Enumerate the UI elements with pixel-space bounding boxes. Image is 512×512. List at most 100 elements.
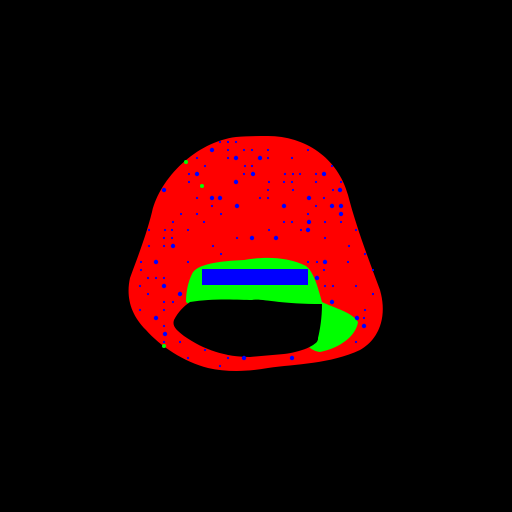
speckle-dot xyxy=(138,308,142,312)
speckle-dot xyxy=(147,228,151,232)
speckle-dot xyxy=(243,164,247,168)
speckle-dot xyxy=(162,308,166,312)
speckle-dot xyxy=(250,148,254,152)
speckle-dot xyxy=(186,228,190,232)
speckle-dot xyxy=(371,268,375,272)
speckle-dot xyxy=(187,180,191,184)
speckle-dot xyxy=(194,171,200,177)
speckle-dot xyxy=(187,172,191,176)
speckle-dot xyxy=(346,260,350,264)
speckle-dot xyxy=(162,340,166,344)
speckle-dot xyxy=(162,276,166,280)
speckle-dot xyxy=(354,315,360,321)
speckle-dot xyxy=(306,148,310,152)
speckle-dot xyxy=(363,308,367,312)
speckle-dot xyxy=(290,220,294,224)
speckle-dot xyxy=(235,236,239,240)
speckle-layer xyxy=(138,140,375,368)
speckle-dot xyxy=(195,156,199,160)
speckle-dot xyxy=(218,364,222,368)
speckle-dot xyxy=(250,171,256,177)
speckle-dot xyxy=(226,156,230,160)
speckle-dot xyxy=(306,219,312,225)
cavity-notch xyxy=(303,330,318,345)
speckle-dot xyxy=(290,156,294,160)
speckle-dot xyxy=(298,172,302,176)
speckle-dot xyxy=(315,260,319,264)
speckle-dot xyxy=(363,252,367,256)
bar-region xyxy=(202,269,308,285)
speckle-dot xyxy=(299,228,303,232)
speckle-dot xyxy=(233,155,239,161)
speckle-dot xyxy=(195,196,199,200)
speckle-dot xyxy=(219,212,223,216)
speckle-dot xyxy=(195,212,199,216)
speckle-dot xyxy=(170,228,174,232)
speckle-dot xyxy=(330,164,334,168)
speckle-dot xyxy=(281,203,287,209)
speckle-dot xyxy=(179,212,183,216)
speckle-dot xyxy=(226,140,230,144)
speckle-dot xyxy=(211,244,215,248)
cavity-region xyxy=(173,299,322,357)
speckle-dot xyxy=(266,196,270,200)
speckle-dot xyxy=(323,236,327,240)
speckle-dot xyxy=(329,299,335,305)
speckle-dot xyxy=(314,204,318,208)
speckle-dot xyxy=(234,140,238,144)
speckle-dot xyxy=(250,164,254,168)
speckle-dot xyxy=(322,196,326,200)
speckle-dot xyxy=(337,187,343,193)
speckle-dot-secondary xyxy=(162,344,166,348)
speckle-dot xyxy=(371,292,375,296)
speckle-dot xyxy=(273,235,279,241)
speckle-dot xyxy=(323,220,327,224)
speckle-dot xyxy=(161,187,167,193)
speckle-dot xyxy=(314,275,320,281)
speckle-dot xyxy=(226,356,230,360)
speckle-dot xyxy=(321,171,327,177)
speckle-dot xyxy=(347,244,351,248)
speckle-dot xyxy=(282,220,286,224)
speckle-dot xyxy=(146,292,150,296)
speckle-dot xyxy=(306,212,310,216)
speckle-dot xyxy=(146,276,150,280)
speckle-dot-secondary xyxy=(184,160,188,164)
speckle-dot xyxy=(162,236,166,240)
speckle-dot xyxy=(161,283,167,289)
speckle-dot xyxy=(242,148,246,152)
speckle-dot xyxy=(234,203,240,209)
speckle-dot xyxy=(218,140,222,144)
speckle-dot xyxy=(354,284,358,288)
speckle-dot xyxy=(203,164,207,168)
speckle-dot xyxy=(322,268,326,272)
speckle-dot xyxy=(153,315,159,321)
speckle-dot xyxy=(203,348,207,352)
speckle-dot xyxy=(138,284,142,288)
speckle-dot xyxy=(322,259,328,265)
speckle-dot xyxy=(339,180,343,184)
speckle-dot xyxy=(331,284,335,288)
speckle-dot xyxy=(314,180,318,184)
speckle-dot xyxy=(209,147,215,153)
speckle-dot xyxy=(282,180,286,184)
speckle-dot xyxy=(171,220,175,224)
speckle-dot xyxy=(283,172,287,176)
speckle-dot xyxy=(170,243,176,249)
speckle-dot xyxy=(338,211,344,217)
speckle-dot xyxy=(170,236,174,240)
speckle-dot xyxy=(162,244,166,248)
speckle-dot xyxy=(329,203,335,209)
speckle-dot xyxy=(162,324,166,328)
speckle-dot xyxy=(162,331,168,337)
speckle-dot xyxy=(338,203,344,209)
speckle-dot xyxy=(266,156,270,160)
speckle-dot xyxy=(139,260,143,264)
speckle-dot xyxy=(163,228,167,232)
speckle-dot-secondary xyxy=(200,184,204,188)
speckle-dot xyxy=(147,244,151,248)
speckle-dot xyxy=(241,355,247,361)
speckle-dot xyxy=(267,180,271,184)
